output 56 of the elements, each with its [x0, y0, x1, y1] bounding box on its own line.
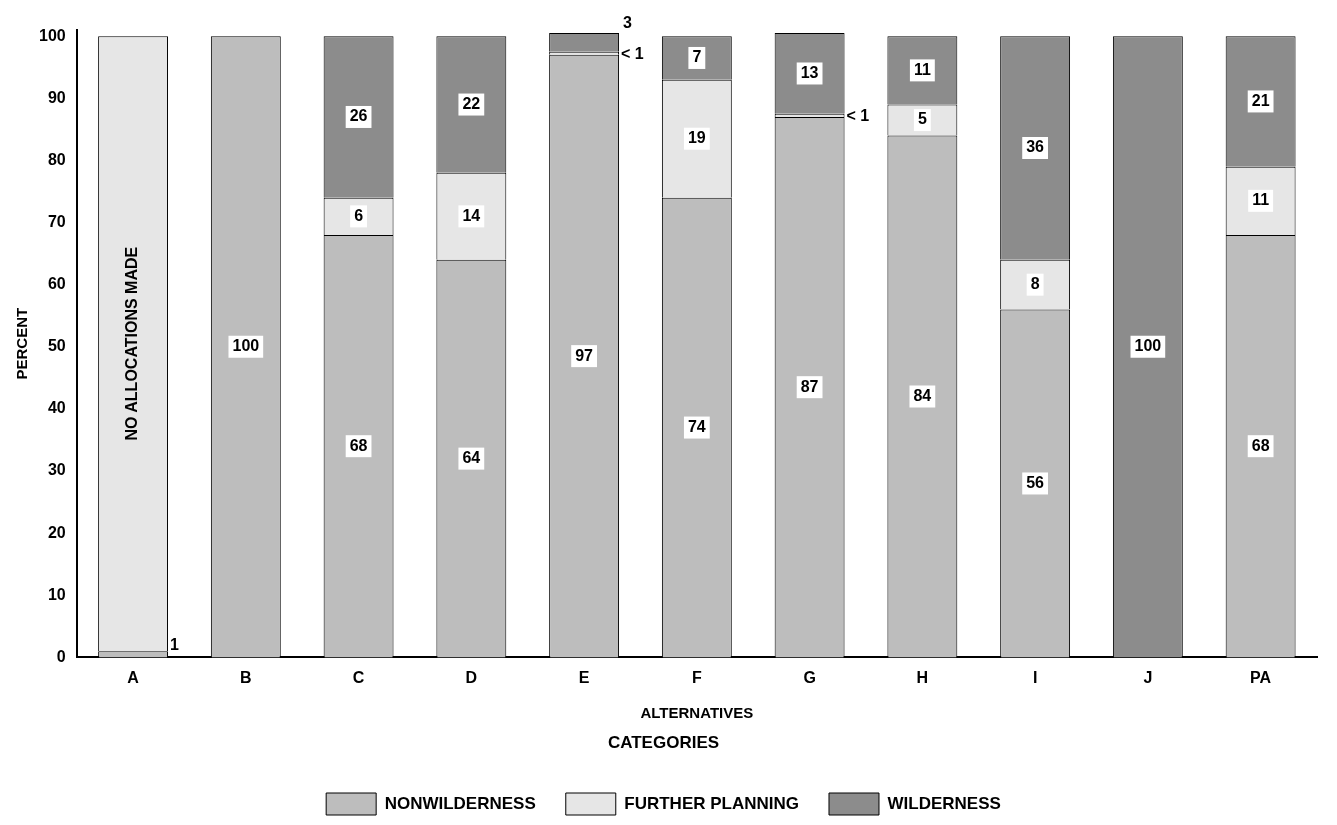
data-label: < 1: [621, 44, 644, 62]
data-label: 11: [1252, 191, 1270, 209]
x-tick-label: F: [691, 669, 702, 687]
y-tick-label: 80: [47, 150, 66, 168]
x-tick-label: A: [127, 669, 140, 687]
y-tick-label: 40: [47, 399, 66, 417]
data-label: 14: [462, 206, 481, 224]
legend-label: WILDERNESS: [887, 793, 1001, 813]
data-label: < 1: [846, 106, 870, 124]
y-tick-label: 70: [47, 212, 66, 230]
y-tick-label: 30: [47, 461, 66, 479]
legend-label: FURTHER PLANNING: [624, 793, 799, 813]
data-label: 7: [692, 48, 702, 66]
legend-label: NONWILDERNESS: [384, 793, 536, 813]
annotation: NO ALLOCATIONS MADE: [123, 246, 141, 441]
data-label: 8: [1030, 275, 1040, 293]
data-label: 26: [349, 107, 368, 125]
x-tick-label: E: [578, 669, 590, 687]
data-label: 22: [462, 94, 481, 112]
data-label: 68: [1251, 436, 1270, 454]
y-tick-label: 0: [56, 647, 66, 665]
data-label: 100: [1134, 337, 1162, 355]
x-tick-label: PA: [1250, 669, 1272, 687]
legend-title: CATEGORIES: [607, 732, 720, 752]
y-tick-label: 100: [38, 26, 66, 44]
x-tick-label: H: [916, 669, 929, 687]
x-tick-label: I: [1032, 669, 1038, 687]
data-label: 21: [1251, 91, 1270, 109]
data-label: 13: [800, 63, 819, 81]
x-tick-label: G: [803, 669, 816, 687]
y-tick-label: 50: [47, 337, 66, 355]
data-label: 87: [800, 377, 819, 395]
data-label: 68: [349, 436, 368, 454]
x-tick-label: B: [240, 669, 252, 687]
data-label: 3: [623, 13, 633, 31]
data-label: 56: [1026, 473, 1045, 491]
data-label: 5: [917, 110, 927, 128]
y-axis-title: PERCENT: [13, 307, 31, 380]
y-tick-label: 20: [47, 523, 66, 541]
data-label: 100: [232, 337, 260, 355]
data-label: 97: [575, 346, 594, 364]
data-label: 19: [687, 129, 706, 147]
x-tick-label: D: [465, 669, 478, 687]
x-tick-label: C: [352, 669, 365, 687]
data-label: 6: [354, 206, 364, 224]
data-label: 74: [687, 417, 706, 435]
x-axis-title: ALTERNATIVES: [640, 703, 754, 721]
data-label: 64: [462, 449, 481, 467]
data-label: 36: [1026, 138, 1045, 156]
data-label: 1: [170, 635, 180, 653]
y-tick-label: 10: [47, 585, 66, 603]
x-tick-label: J: [1143, 669, 1153, 687]
y-tick-label: 60: [47, 275, 66, 293]
data-label: 11: [913, 60, 931, 78]
data-label: 84: [913, 386, 932, 404]
y-tick-label: 90: [47, 88, 66, 106]
